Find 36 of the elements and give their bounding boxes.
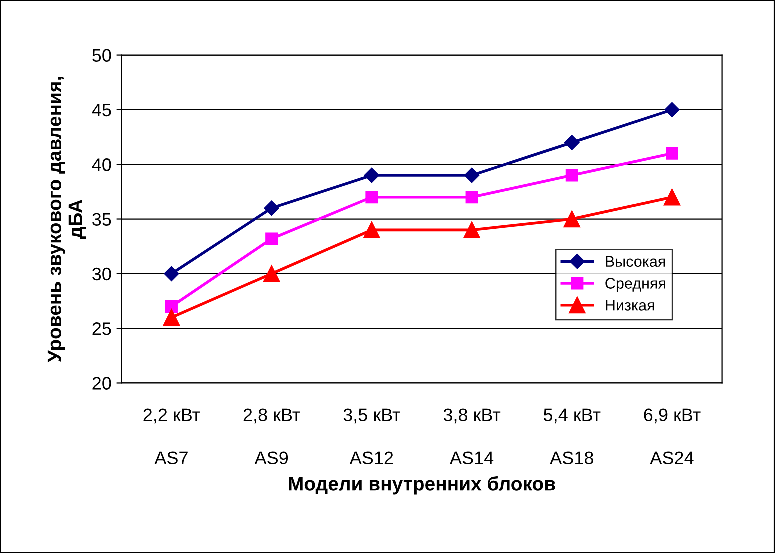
category-label: 3,5 кВт AS12 (344, 408, 400, 464)
y-tick-label: 25 (92, 322, 112, 336)
category-label: 2,8 кВт AS9 (244, 408, 300, 464)
point (666, 147, 678, 160)
point (566, 169, 578, 182)
point (466, 191, 478, 204)
y-tick-label: 50 (92, 49, 112, 62)
point (664, 102, 680, 118)
y-tick-label: 40 (92, 158, 112, 172)
point (664, 189, 681, 206)
point (564, 135, 580, 150)
x-axis-title: Модели внутренних блоков (289, 476, 556, 495)
point (364, 222, 380, 239)
category-label: 2,2 кВт AS7 (144, 408, 200, 464)
point (266, 232, 278, 246)
y-tick-label: 45 (92, 104, 112, 117)
category-label: 3,8 кВт AS14 (444, 408, 501, 464)
point (464, 222, 480, 239)
y-tick-label: 30 (92, 268, 112, 281)
legend-label: Средняя (606, 278, 666, 292)
legend-label: Низкая (606, 300, 654, 311)
point (165, 300, 178, 313)
point (366, 191, 378, 204)
legend-label: Высокая (606, 256, 666, 268)
y-tick-label: 35 (92, 213, 112, 226)
point (164, 266, 180, 282)
point (564, 210, 580, 228)
y-axis-title: Уровень звукового давления, дБА (48, 77, 86, 363)
category-label: 6,9 кВт AS24 (644, 408, 701, 464)
point (364, 168, 380, 184)
point (464, 168, 480, 184)
point (264, 200, 280, 216)
point (264, 266, 280, 282)
y-tick-label: 20 (92, 377, 112, 390)
category-label: 5,4 кВт AS18 (544, 408, 601, 464)
point (163, 309, 180, 326)
